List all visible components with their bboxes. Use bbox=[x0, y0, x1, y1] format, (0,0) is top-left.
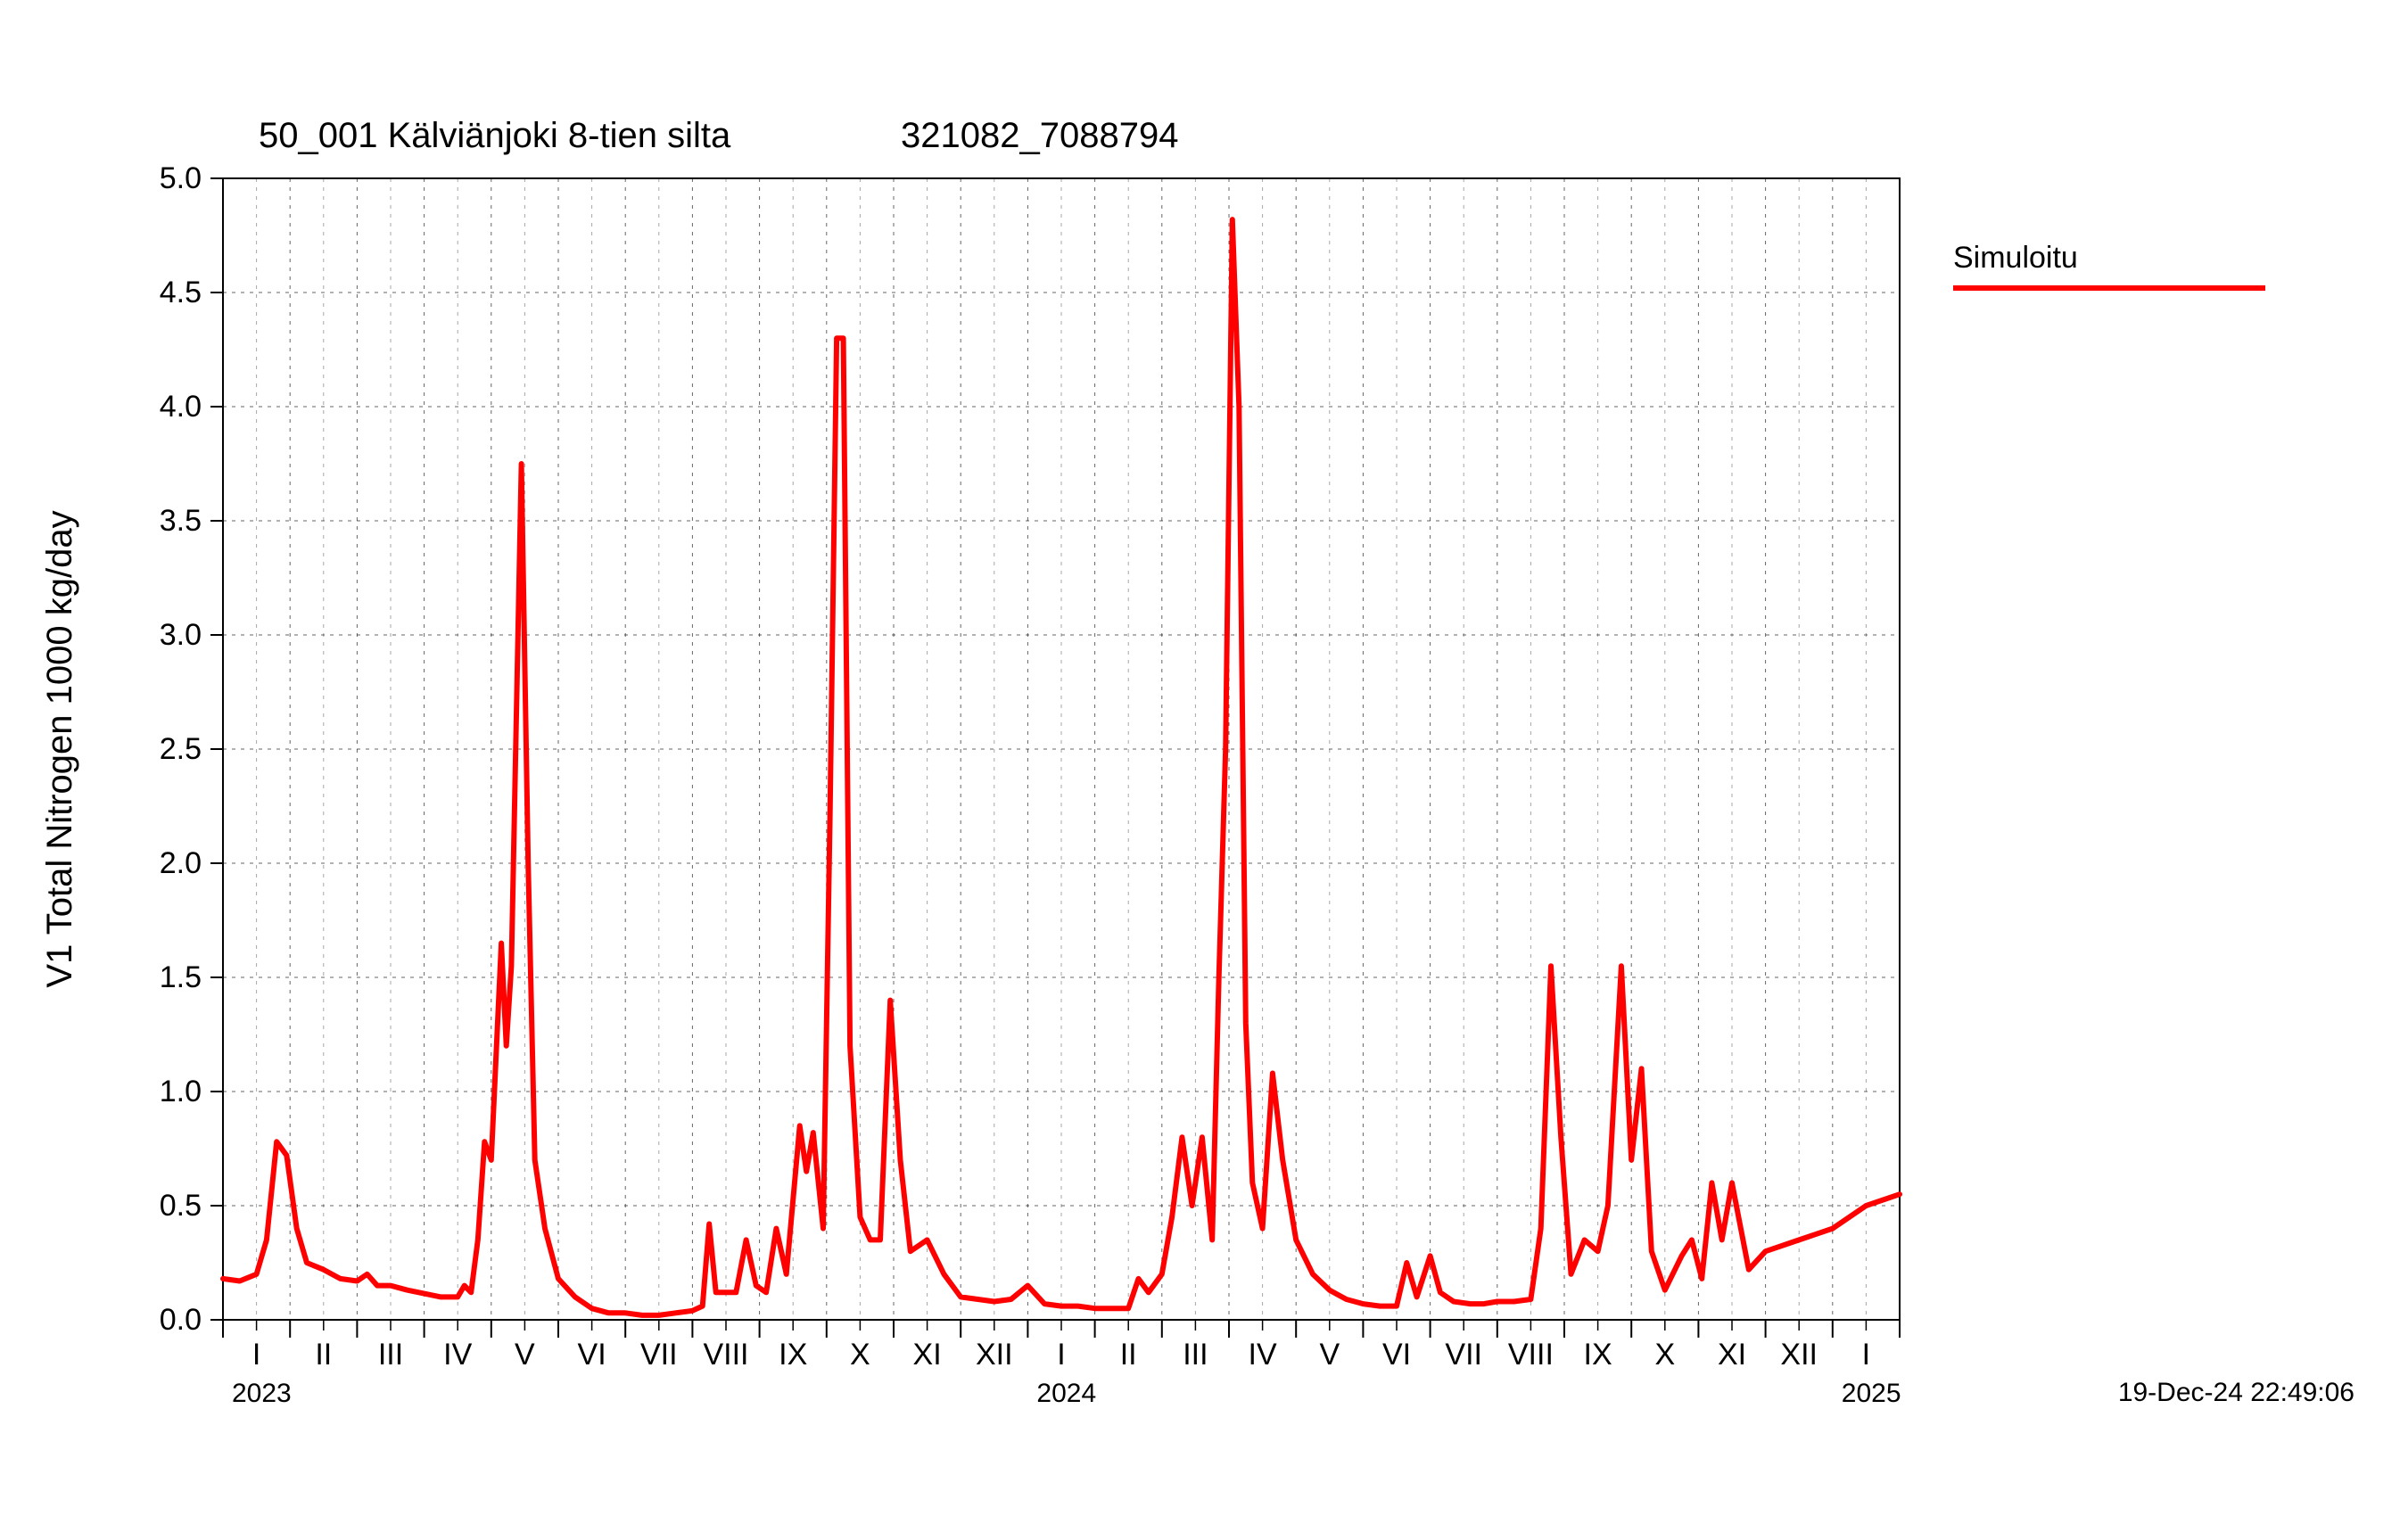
svg-text:3.0: 3.0 bbox=[160, 618, 202, 652]
svg-text:V1 Total Nitrogen 1000 kg/day: V1 Total Nitrogen 1000 kg/day bbox=[40, 510, 79, 987]
svg-text:III: III bbox=[1183, 1338, 1208, 1372]
svg-text:VII: VII bbox=[1445, 1338, 1482, 1372]
svg-text:XI: XI bbox=[913, 1338, 942, 1372]
svg-text:5.0: 5.0 bbox=[160, 161, 202, 195]
svg-text:3.5: 3.5 bbox=[160, 504, 202, 538]
svg-text:2024: 2024 bbox=[1036, 1379, 1096, 1408]
svg-text:II: II bbox=[315, 1338, 332, 1372]
svg-text:IX: IX bbox=[1584, 1338, 1612, 1372]
svg-text:XII: XII bbox=[976, 1338, 1013, 1372]
svg-text:1.0: 1.0 bbox=[160, 1075, 202, 1108]
svg-text:VIII: VIII bbox=[703, 1338, 748, 1372]
svg-text:XII: XII bbox=[1780, 1338, 1818, 1372]
svg-text:0.0: 0.0 bbox=[160, 1303, 202, 1337]
svg-text:XI: XI bbox=[1718, 1338, 1746, 1372]
svg-text:IV: IV bbox=[1249, 1338, 1277, 1372]
svg-text:IX: IX bbox=[779, 1338, 807, 1372]
chart-container: 0.00.51.01.52.02.53.03.54.04.55.0IIIIIII… bbox=[0, 0, 2408, 1516]
legend-line bbox=[1953, 285, 2265, 291]
svg-text:V: V bbox=[515, 1338, 535, 1372]
svg-text:321082_7088794: 321082_7088794 bbox=[901, 116, 1178, 155]
svg-text:50_001 Kälviänjoki 8-tien silt: 50_001 Kälviänjoki 8-tien silta bbox=[259, 116, 731, 155]
legend-label: Simuloitu bbox=[1953, 241, 2078, 276]
svg-text:1.5: 1.5 bbox=[160, 960, 202, 994]
svg-text:VI: VI bbox=[578, 1338, 606, 1372]
svg-text:VII: VII bbox=[640, 1338, 678, 1372]
svg-text:VI: VI bbox=[1382, 1338, 1411, 1372]
svg-text:V: V bbox=[1319, 1338, 1340, 1372]
svg-text:II: II bbox=[1120, 1338, 1137, 1372]
line-chart: 0.00.51.01.52.02.53.03.54.04.55.0IIIIIII… bbox=[0, 0, 2408, 1516]
svg-text:III: III bbox=[378, 1338, 403, 1372]
svg-text:I: I bbox=[252, 1338, 260, 1372]
svg-text:0.5: 0.5 bbox=[160, 1189, 202, 1223]
svg-text:2023: 2023 bbox=[232, 1379, 292, 1408]
svg-text:I: I bbox=[1862, 1338, 1870, 1372]
svg-text:X: X bbox=[1654, 1338, 1675, 1372]
svg-text:4.0: 4.0 bbox=[160, 390, 202, 424]
svg-text:VIII: VIII bbox=[1508, 1338, 1554, 1372]
svg-text:I: I bbox=[1057, 1338, 1065, 1372]
svg-text:4.5: 4.5 bbox=[160, 276, 202, 309]
timestamp-text: 19-Dec-24 22:49:06 bbox=[2118, 1378, 2354, 1408]
svg-text:2025: 2025 bbox=[1842, 1379, 1901, 1408]
svg-text:2.5: 2.5 bbox=[160, 732, 202, 766]
svg-text:IV: IV bbox=[443, 1338, 472, 1372]
svg-text:2.0: 2.0 bbox=[160, 846, 202, 880]
svg-text:X: X bbox=[850, 1338, 870, 1372]
